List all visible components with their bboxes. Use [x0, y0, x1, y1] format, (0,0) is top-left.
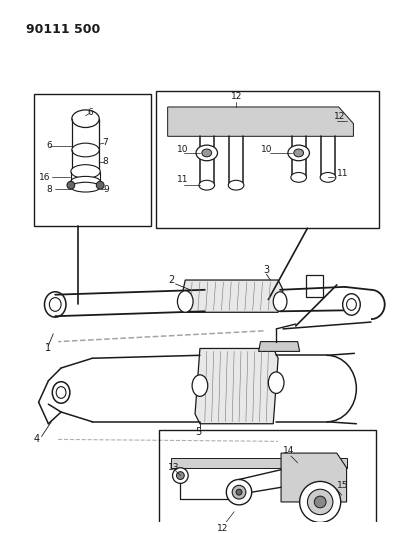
Ellipse shape — [291, 173, 307, 182]
Text: 1: 1 — [46, 343, 51, 353]
Bar — [156, 91, 379, 228]
Ellipse shape — [71, 176, 100, 186]
Ellipse shape — [52, 382, 70, 403]
Ellipse shape — [320, 173, 336, 182]
Ellipse shape — [314, 496, 326, 508]
Ellipse shape — [50, 297, 61, 311]
Ellipse shape — [199, 180, 215, 190]
Ellipse shape — [72, 143, 99, 157]
Text: 10: 10 — [176, 146, 188, 155]
Polygon shape — [168, 107, 353, 136]
Text: 7: 7 — [102, 138, 108, 147]
Polygon shape — [259, 342, 299, 351]
Bar — [305, 275, 323, 297]
Polygon shape — [171, 458, 347, 468]
Polygon shape — [195, 349, 278, 424]
Ellipse shape — [232, 486, 246, 499]
Text: 11: 11 — [176, 175, 188, 184]
Polygon shape — [281, 453, 347, 502]
Ellipse shape — [56, 386, 66, 398]
Text: 12: 12 — [334, 112, 345, 121]
Bar — [34, 94, 151, 226]
Text: 10: 10 — [261, 146, 272, 155]
Ellipse shape — [236, 489, 242, 495]
Text: 8: 8 — [46, 184, 52, 193]
Text: 13: 13 — [168, 463, 179, 472]
Text: 12: 12 — [231, 92, 242, 101]
Ellipse shape — [299, 481, 341, 522]
Text: 2: 2 — [169, 275, 175, 285]
Ellipse shape — [294, 149, 303, 157]
Ellipse shape — [96, 181, 104, 189]
Ellipse shape — [173, 468, 188, 483]
Ellipse shape — [347, 298, 356, 310]
Text: 8: 8 — [102, 157, 108, 166]
Text: 5: 5 — [195, 426, 201, 437]
Bar — [159, 430, 376, 532]
Ellipse shape — [72, 110, 99, 127]
Text: 6: 6 — [88, 108, 93, 117]
Text: 16: 16 — [39, 173, 50, 182]
Text: 4: 4 — [34, 434, 40, 445]
Ellipse shape — [343, 294, 360, 315]
Ellipse shape — [71, 182, 100, 192]
Text: 15: 15 — [337, 481, 348, 490]
Ellipse shape — [226, 480, 252, 505]
Ellipse shape — [67, 181, 75, 189]
Ellipse shape — [192, 375, 208, 397]
Ellipse shape — [44, 292, 66, 317]
Polygon shape — [180, 280, 283, 312]
Text: 90111 500: 90111 500 — [26, 23, 100, 36]
Ellipse shape — [288, 145, 309, 161]
Ellipse shape — [273, 292, 287, 311]
Text: 9: 9 — [103, 184, 109, 193]
Ellipse shape — [307, 489, 333, 515]
Ellipse shape — [177, 291, 193, 312]
Ellipse shape — [202, 149, 212, 157]
Text: 12: 12 — [217, 524, 228, 533]
Text: 14: 14 — [283, 446, 294, 455]
Text: 11: 11 — [337, 169, 348, 178]
Ellipse shape — [228, 180, 244, 190]
Ellipse shape — [196, 145, 217, 161]
Ellipse shape — [71, 165, 100, 179]
Ellipse shape — [268, 372, 284, 393]
Text: 6: 6 — [46, 141, 52, 150]
Text: 3: 3 — [263, 265, 270, 275]
Ellipse shape — [176, 472, 184, 480]
